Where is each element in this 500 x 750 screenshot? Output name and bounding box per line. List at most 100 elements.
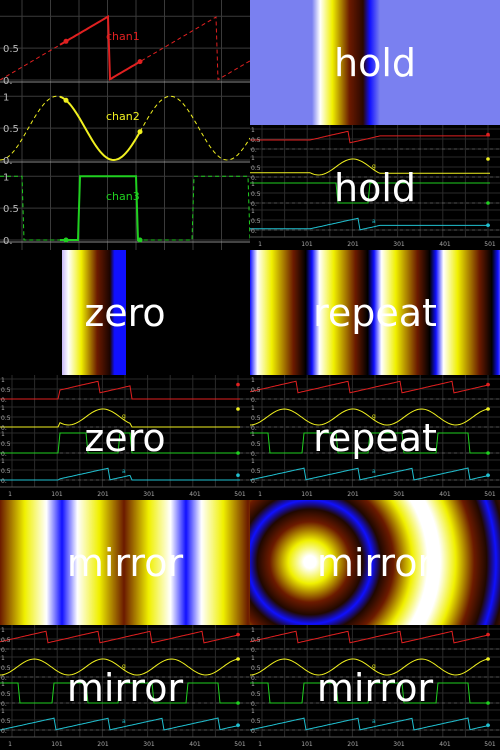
end-marker [236,632,240,637]
y-tick-label: 0. [251,478,257,485]
radial-gradient-fill [250,500,500,625]
x-tick-label: 201 [347,491,359,498]
end-marker [236,473,240,477]
channel-curve [250,130,490,144]
x-tick-label: 401 [439,241,451,248]
y-tick-label: 1 [1,405,5,412]
y-tick-label: 1 [1,627,5,634]
channel-mark: a [372,718,376,725]
y-tick-label: 0. [3,156,13,167]
mirror-ramp-preview: mirror [0,500,250,625]
y-tick-label: 0.5 [1,387,11,394]
x-tick-label: 301 [143,741,155,748]
channel-curve [250,717,491,731]
channel-curve [250,467,491,481]
end-marker [486,132,490,137]
mirror-plot-preview: 1 0.5 0. 1 0.5 0. 1 0.5 0. 1 0.5 0. g a 1 101 201 301 401 5… [0,625,250,750]
x-tick-label: 401 [439,741,451,748]
y-tick-label: 1 [251,155,255,162]
x-tick-label: 501 [484,741,496,748]
end-marker [236,701,240,705]
y-tick-label: 0.5 [251,718,261,725]
y-tick-label: 0.5 [251,218,261,225]
end-marker [486,701,490,705]
mini-channel-plot: 10.50.10.50.10.50.10.50.ga1 101 201 301 401 5… [250,125,500,250]
y-tick-label: 0.5 [251,691,261,698]
end-marker [236,451,240,455]
hold-plot-preview: 1 0.5 0. 1 0.5 0. 1 0.5 0. 1 0.5 0. g a 1 101 201 301 401 5… [250,125,500,250]
mini-channel-plot: 10.50.10.50.10.50.10.50.ga1 101 201 301 401 5… [0,375,250,500]
ramp-hold-gradient [250,0,500,125]
y-tick-label: 1 [1,431,5,438]
end-marker [486,157,490,161]
y-tick-label: 0. [1,425,7,432]
x-tick-label: 501 [234,741,246,748]
y-tick-label: 0.5 [3,44,19,55]
mini-channel-plot: 10.50.10.50.10.50.10.50.ga1 101 201 301 401 5… [250,375,500,500]
end-marker [486,201,490,205]
radial-mirror-preview: mirror [250,500,500,625]
y-tick-label: 0. [1,451,7,458]
y-tick-label: 0. [3,236,13,247]
y-tick-label: 0.5 [251,415,261,422]
channel-curve [250,682,490,704]
y-tick-label: 0.5 [3,124,19,135]
x-tick-label: 101 [51,491,63,498]
y-tick-label: 0. [1,647,7,654]
mini-channel-plot: 10.50.10.50.10.50.10.50.ga1 101 201 301 401 5… [250,625,500,750]
x-tick-label: 501 [234,491,246,498]
x-tick-label: 301 [143,491,155,498]
y-tick-label: 0. [251,175,257,182]
y-tick-label: 0. [251,397,257,404]
y-tick-label: 0. [1,728,7,735]
repeat-ramp-preview: repeat [250,250,500,375]
y-tick-label: 0. [251,451,257,458]
end-marker [486,382,490,387]
end-marker [236,657,240,661]
y-tick-label: 1 [3,172,9,183]
y-tick-label: 0. [251,228,257,235]
hold-gradient-band [312,0,380,125]
y-tick-label: 0.5 [1,415,11,422]
mirror-gradient-fill [0,500,250,625]
y-tick-label: 0.5 [1,665,11,672]
channel-mark: g [122,663,126,670]
channel-editor-graph[interactable]: chan1 0.5 0. chan2 1 0.5 0. chan3 1 0.5 0. [0,0,250,250]
channel-mark: a [372,218,376,225]
repeat-plot-preview: 1 0.5 0. 1 0.5 0. 1 0.5 0. 1 0.5 0. g a 1 101 201 301 401 5… [250,375,500,500]
chan1-active-segment [59,15,141,81]
channel-curve [250,630,491,644]
x-tick-label: 1 [258,491,262,498]
channel-mark: g [372,663,376,670]
x-tick-label: 301 [393,741,405,748]
chan2-label: chan2 [106,110,140,123]
x-tick-label: 1 [8,741,12,748]
end-marker [236,407,240,411]
x-tick-label: 501 [484,241,496,248]
repeat-gradient-fill [250,250,500,375]
channel-curve [0,658,241,676]
radial-mirror-gradient [250,500,500,625]
y-tick-label: 1 [1,458,5,465]
channel-mark: g [372,413,376,420]
y-tick-label: 0.5 [251,468,261,475]
channel-curve [0,717,241,731]
keyframe-handle [63,38,69,44]
y-tick-label: 0.5 [1,441,11,448]
keyframe-handle [137,237,143,243]
y-tick-label: 0.5 [251,441,261,448]
channel-curve [0,432,240,454]
channel-editor-panel[interactable]: chan1 0.5 0. chan2 1 0.5 0. chan3 1 0.5 0. [0,0,250,250]
ramp-mirror-gradient [0,500,250,625]
y-tick-label: 0. [1,478,7,485]
y-tick-label: 1 [1,681,5,688]
end-marker [486,632,490,637]
channel-curve [250,432,490,454]
channel-curve [0,408,240,428]
y-tick-label: 1 [1,708,5,715]
x-tick-label: 301 [393,491,405,498]
x-tick-label: 201 [347,241,359,248]
channel-curve [250,380,491,394]
x-tick-label: 401 [189,491,201,498]
x-tick-label: 401 [439,491,451,498]
